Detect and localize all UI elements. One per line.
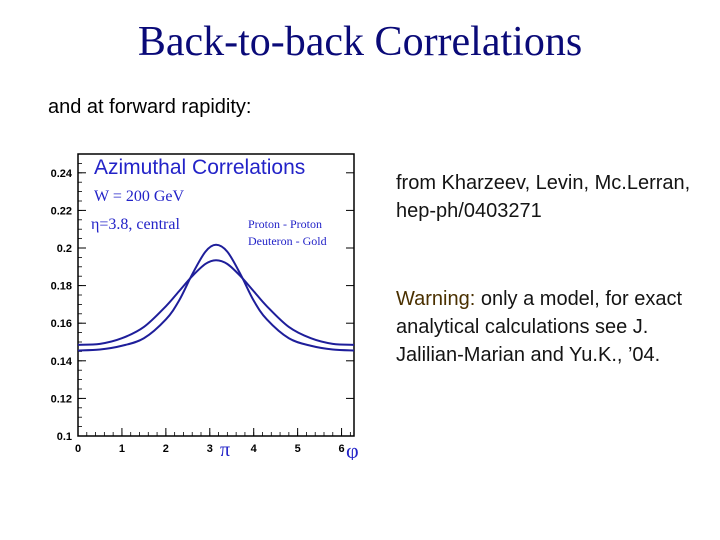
azimuthal-chart: 0.1 0.12 0.14 0.16 0.18 0.2 0.22 0.24 0 1 2 3 4 5 6 A… — [28, 150, 364, 463]
warning-text: only a model, for exact analytical calcu… — [396, 288, 683, 366]
y-tick-label: 0.24 — [51, 168, 73, 180]
y-tick-label: 0.14 — [51, 356, 73, 368]
pi-label: π — [220, 439, 230, 460]
x-axis: 0 1 2 3 4 5 6 — [75, 428, 351, 455]
y-tick-label: 0.18 — [51, 281, 72, 293]
legend-proton-proton: Proton - Proton — [248, 217, 322, 231]
legend-deuteron-gold: Deuteron - Gold — [248, 234, 327, 248]
series-line-proton-proton — [77, 243, 355, 352]
page-title: Back-to-back Correlations — [137, 19, 583, 65]
y-tick-label: 0.2 — [57, 243, 72, 255]
y-tick-label: 0.16 — [51, 318, 72, 330]
annotation-energy: W = 200 GeV — [94, 188, 184, 205]
x-tick-label: 2 — [163, 443, 169, 455]
warning-note: Warning: only a model, for exact analyti… — [396, 285, 716, 369]
y-tick-label: 0.22 — [51, 205, 72, 217]
y-tick-label: 0.1 — [57, 431, 72, 443]
y-axis: 0.1 0.12 0.14 0.16 0.18 0.2 0.22 0.24 — [51, 153, 354, 443]
x-tick-label: 1 — [119, 443, 125, 455]
chart-svg: 0.1 0.12 0.14 0.16 0.18 0.2 0.22 0.24 0 1 2 3 4 5 6 A… — [51, 153, 359, 463]
x-tick-label: 4 — [251, 443, 258, 455]
x-tick-label: 5 — [295, 443, 301, 455]
chart-title: Azimuthal Correlations — [94, 156, 305, 179]
x-tick-label: 3 — [207, 443, 213, 455]
y-tick-label: 0.12 — [51, 393, 72, 405]
x-axis-label: φ — [346, 438, 359, 460]
series-line-deuteron-gold — [77, 259, 355, 346]
reference-text: from Kharzeev, Levin, Mc.Lerran, hep-ph/… — [396, 172, 691, 222]
subtitle: and at forward rapidity: — [48, 96, 252, 118]
x-tick-label: 0 — [75, 443, 81, 455]
annotation-rapidity: η=3.8, central — [91, 216, 180, 233]
x-tick-label: 6 — [339, 443, 345, 455]
series-group — [77, 243, 355, 352]
warning-label: Warning: — [396, 288, 476, 310]
